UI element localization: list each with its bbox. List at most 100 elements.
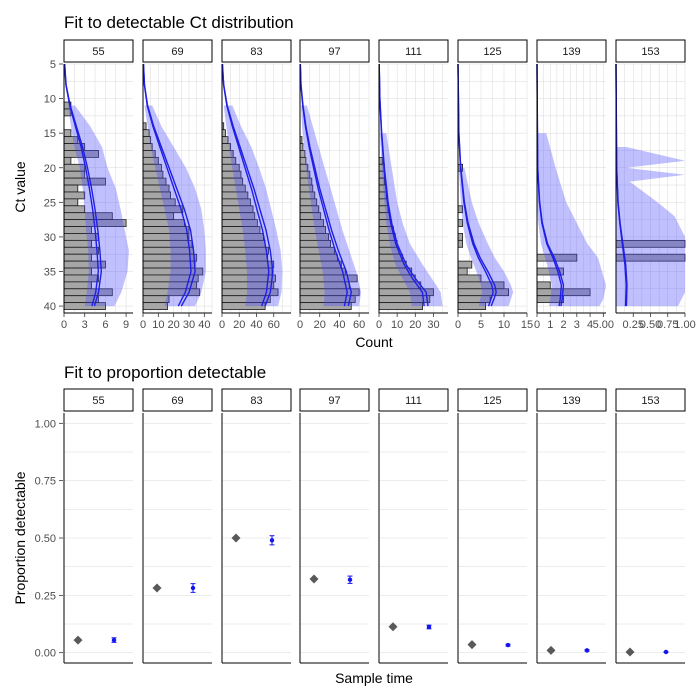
histogram-bar bbox=[457, 260, 473, 269]
ct-value-axis-label: Ct value bbox=[12, 161, 28, 213]
ct-facet-strip-label: 125 bbox=[483, 46, 501, 58]
histogram-bar bbox=[63, 198, 79, 207]
ct-x-tick-label: 5 bbox=[478, 319, 484, 331]
ct-facet-strip-label: 69 bbox=[171, 46, 183, 58]
fitted-point bbox=[190, 585, 196, 591]
histogram-bar bbox=[457, 233, 463, 241]
ct-x-tick-label: 0 bbox=[61, 319, 67, 331]
ct-facet-strip bbox=[63, 39, 134, 63]
ct-y-tick-label: 35 bbox=[44, 267, 56, 279]
prop-facet-strip-label: 97 bbox=[328, 395, 340, 407]
ct-y-tick-label: 15 bbox=[44, 128, 56, 140]
prop-facet-panel-139: 139 bbox=[536, 388, 607, 664]
ct-facet-strip-label: 83 bbox=[250, 46, 262, 58]
prop-facet-strip-label: 111 bbox=[405, 395, 422, 407]
prop-facet-strip bbox=[536, 388, 607, 412]
ct-x-tick-label: 10 bbox=[152, 319, 164, 331]
ct-facet-panel-139: 139 0 1 2 3 4 5.00 bbox=[534, 39, 614, 331]
fit-interval-ribbon bbox=[616, 147, 685, 307]
ct-facet-strip bbox=[378, 39, 449, 63]
ct-y-tick-label: 25 bbox=[44, 197, 56, 209]
ct-y-tick-label: 10 bbox=[44, 94, 56, 106]
ct-x-tick-label: 60 bbox=[268, 319, 280, 331]
prop-facet-strip bbox=[142, 388, 213, 412]
observed-point bbox=[467, 640, 477, 650]
histogram-bar bbox=[536, 281, 551, 290]
ct-x-tick-label: 0 bbox=[219, 319, 225, 331]
prop-y-tick-label: 0.00 bbox=[35, 648, 56, 660]
fit-interval-ribbon bbox=[301, 105, 362, 307]
ct-x-tick-label: 4 bbox=[587, 319, 593, 331]
histogram-bar bbox=[457, 274, 482, 283]
ct-x-tick-label: 3 bbox=[82, 319, 88, 331]
ct-facet-strip bbox=[299, 39, 370, 63]
ct-facet-strip bbox=[142, 39, 213, 63]
observed-point bbox=[152, 583, 162, 593]
ct-x-tick-label: 40 bbox=[333, 319, 345, 331]
ct-x-tick-label: 20 bbox=[314, 319, 326, 331]
ct-x-tick-label: 10 bbox=[391, 319, 403, 331]
fitted-point bbox=[426, 624, 432, 630]
ct-x-tick-label: 20 bbox=[409, 319, 421, 331]
prop-facet-panel-69: 69 bbox=[142, 388, 213, 664]
ct-x-tick-label: 0 bbox=[376, 319, 382, 331]
count-axis-label: Count bbox=[355, 334, 392, 350]
ct-facet-strip-label: 55 bbox=[92, 46, 104, 58]
histogram-bar bbox=[457, 219, 463, 227]
ct-facet-panel-111: 111 0 10 20 30 bbox=[376, 39, 449, 331]
ct-facet-panel-55: 55 0 3 6 9 bbox=[61, 39, 134, 331]
observed-point bbox=[625, 647, 635, 657]
prop-y-tick-label: 0.50 bbox=[35, 533, 56, 545]
prop-facet-strip-label: 153 bbox=[641, 395, 659, 407]
ct-x-tick-label: 15 bbox=[521, 319, 533, 331]
observed-point bbox=[231, 533, 241, 543]
prop-facet-panel-83: 83 bbox=[221, 388, 292, 664]
histogram-bar bbox=[63, 267, 93, 276]
ct-facet-panel-97: 97 0 20 40 60 bbox=[297, 39, 370, 331]
prop-y-tick-label: 0.25 bbox=[35, 590, 56, 602]
proportion-detectable-facets: 0.00 0.25 0.50 0.75 1.00 55 69 83 97 111 125 139 153 bbox=[35, 388, 686, 664]
histogram-bar bbox=[221, 129, 226, 138]
ct-facet-strip bbox=[536, 39, 607, 63]
ct-x-tick-label: 0.25 bbox=[623, 319, 644, 331]
histogram-bar bbox=[63, 253, 93, 262]
ct-facet-strip-label: 139 bbox=[562, 46, 580, 58]
ct-facet-strip-label: 111 bbox=[405, 46, 422, 58]
ct-x-tick-label: 60 bbox=[353, 319, 365, 331]
ct-facet-strip bbox=[615, 39, 686, 63]
prop-facet-strip bbox=[457, 388, 528, 412]
ct-y-tick-label: 30 bbox=[44, 232, 56, 244]
prop-facet-strip-label: 139 bbox=[562, 395, 580, 407]
prop-facet-strip-label: 55 bbox=[92, 395, 104, 407]
ct-x-tick-label: 30 bbox=[183, 319, 195, 331]
histogram-bar bbox=[142, 129, 150, 138]
ct-x-tick-label: 10 bbox=[498, 319, 510, 331]
proportion-detectable-title: Fit to proportion detectable bbox=[64, 363, 266, 382]
proportion-axis-label: Proportion detectable bbox=[12, 471, 28, 604]
ct-facet-panel-153: 153 0.250.500.751.00 bbox=[615, 39, 696, 331]
prop-facet-strip bbox=[378, 388, 449, 412]
histogram-bar bbox=[221, 136, 229, 144]
histogram-bar bbox=[63, 205, 86, 214]
ct-x-tick-label: 0.50 bbox=[640, 319, 661, 331]
ct-y-tick-label: 20 bbox=[44, 163, 56, 175]
fit-interval-ribbon bbox=[223, 105, 283, 307]
prop-facet-panel-97: 97 bbox=[299, 388, 370, 664]
fitted-point bbox=[347, 577, 353, 582]
prop-facet-panel-111: 111 bbox=[378, 388, 449, 664]
ct-facet-strip-label: 153 bbox=[641, 46, 659, 58]
ct-x-tick-label: 9 bbox=[123, 319, 129, 331]
histogram-bar bbox=[63, 129, 72, 138]
fit-line-alt bbox=[378, 63, 425, 307]
ct-x-tick-label: 1.00 bbox=[674, 319, 695, 331]
fit-line-alt bbox=[63, 63, 100, 307]
ct-facet-strip bbox=[221, 39, 292, 63]
fitted-point bbox=[111, 637, 117, 643]
ct-x-tick-label: 40 bbox=[198, 319, 210, 331]
fit-line-alt bbox=[221, 63, 270, 307]
ct-x-tick-label: 30 bbox=[427, 319, 439, 331]
prop-y-tick-label: 0.75 bbox=[35, 476, 56, 488]
